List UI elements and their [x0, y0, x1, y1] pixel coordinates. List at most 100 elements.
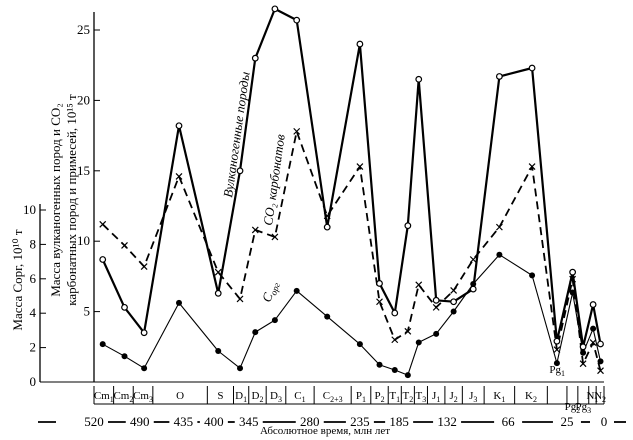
markers-layer [99, 5, 604, 379]
left-scale-tick-label: 4 [30, 305, 37, 320]
period-label: Pg1 [549, 364, 565, 378]
period-label: J3 [469, 390, 477, 404]
period-label: D1 [235, 390, 247, 404]
cross-stroke [553, 346, 561, 354]
cross-stroke [121, 241, 128, 249]
corg-label: Cорг [259, 279, 282, 305]
age-tick-label: 345 [239, 414, 259, 429]
filled-circle-point [376, 361, 383, 368]
cross-point [271, 233, 279, 241]
cross-point [214, 268, 222, 276]
cross-point [597, 367, 604, 375]
right-scale-tick-label: 10 [77, 233, 90, 248]
cross-point [404, 327, 412, 335]
period-label: P2 [374, 390, 384, 404]
cross-stroke [597, 367, 604, 375]
age-tick-label: 66 [502, 414, 516, 429]
open-circle-point [175, 122, 183, 130]
open-circle-point [579, 343, 587, 351]
filled-circle-point [590, 325, 597, 332]
cross-stroke [579, 360, 587, 368]
period-label: T1 [389, 390, 400, 404]
open-circle-point [415, 75, 423, 83]
open-circle-point [236, 167, 244, 175]
period-label: Cm1 [94, 390, 114, 404]
cross-point [236, 295, 244, 303]
filled-circle-point [141, 365, 148, 372]
cross-point [589, 339, 597, 347]
period-label: T3 [416, 390, 427, 404]
filled-circle-point [176, 299, 182, 306]
series-line-3 [102, 254, 602, 376]
right-scale-tick-label: 5 [84, 304, 91, 319]
cross-stroke [356, 163, 364, 171]
period-label: P1 [356, 390, 366, 404]
cross-stroke [495, 223, 503, 231]
cross-stroke [469, 256, 477, 263]
open-circle-point [553, 337, 561, 345]
cross-stroke [99, 220, 107, 228]
cross-point [293, 127, 301, 135]
filled-circle-point [496, 251, 503, 258]
series-line-2 [102, 130, 602, 371]
open-circle-point [469, 285, 477, 293]
open-circle-point [121, 303, 128, 311]
cross-point [99, 220, 107, 228]
filled-circle-point [415, 339, 422, 346]
cross-point [432, 303, 440, 311]
age-tick-label: 0 [601, 414, 608, 429]
cross-point [415, 281, 423, 289]
cross-stroke [569, 275, 577, 283]
period-label: D3 [270, 390, 282, 404]
open-circle-point [99, 256, 107, 263]
cross-point [579, 360, 587, 368]
cross-stroke [214, 268, 222, 276]
age-tick-label: 490 [130, 414, 150, 429]
period-label: J2 [449, 390, 457, 404]
series-layer [101, 7, 602, 376]
open-circle-point [495, 73, 503, 80]
filled-circle-point [529, 272, 536, 279]
period-label: Cm3 [133, 390, 153, 404]
cross-stroke [236, 295, 244, 303]
filled-circle-point [569, 289, 576, 296]
cross-stroke [528, 163, 536, 171]
left-axis-title: Масса Cорг, 10¹⁰ т [10, 229, 25, 330]
right-scale-tick-label: 20 [77, 92, 90, 107]
period-label: K2 [525, 390, 537, 404]
cross-point [495, 223, 503, 231]
period-label: T2 [402, 390, 413, 404]
cross-point [140, 263, 148, 270]
left-scale-tick-label: 10 [23, 202, 36, 217]
filled-circle-point [356, 341, 363, 348]
age-tick-label: 25 [560, 414, 573, 429]
cross-stroke [376, 298, 383, 306]
open-circle-point [140, 329, 148, 337]
filled-circle-point [237, 365, 244, 372]
period-label: C2+3 [323, 390, 343, 404]
open-circle-point [376, 280, 383, 287]
right-axis-title-line2: карбонатных пород и примесей, 10¹⁵ т [64, 94, 79, 306]
filled-circle-point [215, 348, 222, 355]
cross-point [251, 226, 259, 234]
filled-circle-point [121, 353, 128, 360]
open-circle-point [404, 222, 412, 230]
open-circle-point [432, 296, 440, 304]
cross-stroke [415, 281, 423, 289]
period-label: D2 [251, 390, 263, 404]
filled-circle-point [99, 341, 106, 348]
period-label: Pg2 [565, 401, 581, 415]
cross-stroke [323, 212, 331, 220]
filled-circle-point [450, 308, 457, 315]
age-tick-label: 400 [204, 414, 224, 429]
cross-point [391, 336, 399, 344]
filled-circle-point [324, 313, 331, 320]
cross-stroke [391, 336, 399, 344]
period-label: S [217, 390, 223, 402]
cross-stroke [404, 327, 412, 335]
filled-circle-point [433, 330, 440, 337]
cross-point [121, 241, 128, 249]
volcanic-label: Вулканогенные породы [220, 71, 253, 199]
filled-circle-point [597, 358, 604, 365]
